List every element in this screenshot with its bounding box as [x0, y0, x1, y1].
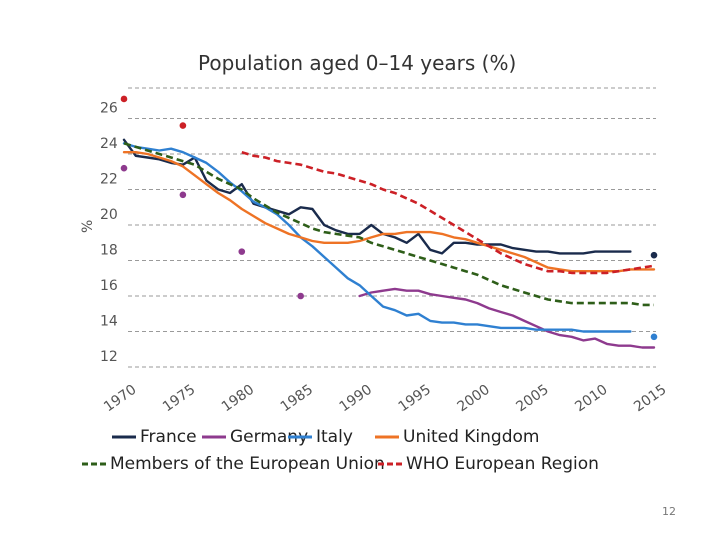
- y-tick-26: 26: [100, 101, 118, 117]
- y-tick-22: 22: [100, 172, 118, 188]
- page-number: 12: [662, 505, 676, 518]
- y-tick-18: 18: [100, 243, 118, 259]
- series-line-united-kingdom: [122, 150, 656, 273]
- legend-label-italy: Italy: [316, 427, 353, 447]
- x-tick-2010: 2010: [572, 382, 610, 416]
- y-tick-24: 24: [100, 136, 118, 152]
- y-tick-20: 20: [100, 207, 118, 223]
- x-tick-1975: 1975: [160, 382, 198, 416]
- marker-france-2015: [650, 251, 658, 259]
- legend: France Germany Italy United Kingdom Members …: [82, 427, 599, 474]
- series-line-germany: [358, 287, 656, 349]
- y-tick-14: 14: [100, 314, 118, 330]
- marker-germany-1985: [297, 292, 304, 300]
- marker-who-european-region-1970: [120, 95, 128, 103]
- marker-germany-1970: [120, 164, 128, 172]
- y-axis-label: %: [80, 220, 96, 233]
- series-lines: [122, 138, 656, 349]
- x-tick-1995: 1995: [396, 382, 434, 416]
- legend-label-united-kingdom: United Kingdom: [403, 427, 539, 447]
- x-tick-1980: 1980: [219, 382, 257, 416]
- x-tick-1985: 1985: [278, 382, 316, 416]
- x-tick-labels: 1970 1975 1980 1985 1990 1995 2000 2005 2010 2015: [101, 382, 669, 416]
- x-tick-2000: 2000: [454, 382, 492, 416]
- y-tick-12: 12: [100, 349, 118, 365]
- legend-label-who-european-region: WHO European Region: [406, 454, 599, 474]
- x-tick-2015: 2015: [631, 382, 669, 416]
- series-line-france: [122, 138, 632, 255]
- legend-label-france: France: [140, 427, 197, 447]
- series-line-members-of-the-european-union: [123, 142, 654, 307]
- x-tick-2005: 2005: [513, 382, 551, 416]
- y-tick-16: 16: [100, 278, 118, 294]
- series-line-who-european-region: [241, 150, 655, 275]
- y-tick-labels: 12 14 16 18 20 22 24 26: [100, 101, 118, 366]
- marker-italy-2015: [650, 333, 658, 341]
- legend-label-members-of-the-european-union: Members of the European Union: [110, 454, 385, 474]
- marker-germany-1975: [179, 191, 187, 199]
- gridlines: [128, 87, 656, 368]
- chart-title: Population aged 0–14 years (%): [198, 51, 516, 75]
- x-tick-1990: 1990: [337, 382, 375, 416]
- legend-label-germany: Germany: [230, 427, 308, 447]
- marker-germany-1980: [238, 248, 246, 255]
- x-tick-1970: 1970: [101, 382, 139, 416]
- data-markers: [120, 95, 658, 341]
- marker-who-european-region-1975: [179, 122, 187, 129]
- series-line-italy: [122, 142, 632, 333]
